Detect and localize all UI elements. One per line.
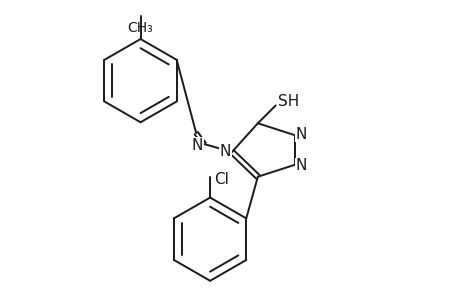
Text: N: N bbox=[191, 137, 203, 152]
Text: N: N bbox=[219, 145, 230, 160]
Text: SH: SH bbox=[277, 94, 298, 109]
Text: N: N bbox=[295, 158, 306, 173]
Text: N: N bbox=[295, 127, 306, 142]
Text: CH₃: CH₃ bbox=[128, 21, 153, 35]
Text: Cl: Cl bbox=[213, 172, 229, 187]
